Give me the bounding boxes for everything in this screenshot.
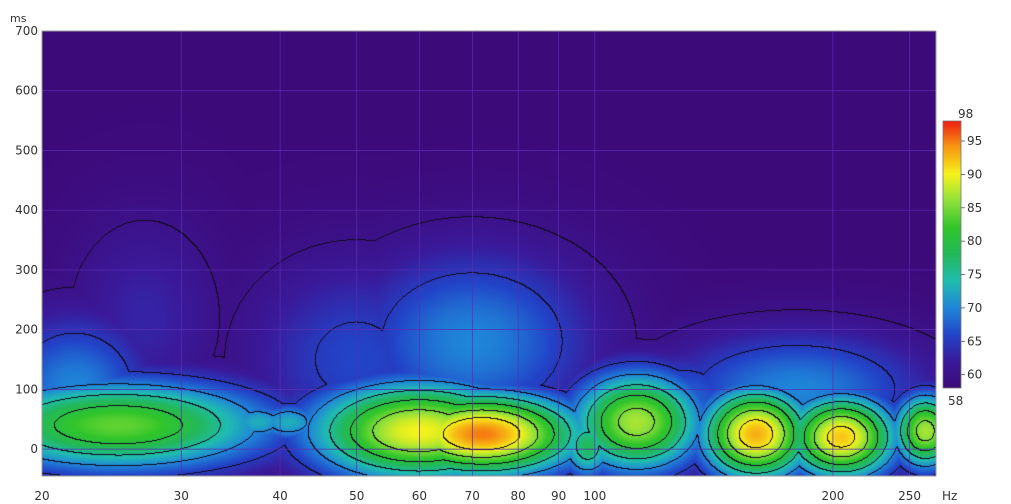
plot-border	[41, 30, 937, 477]
x-tick-label: 100	[583, 489, 606, 503]
grid-lines	[42, 31, 936, 476]
x-tick-label: 80	[511, 489, 526, 503]
colorbar-tick-label: 70	[967, 301, 982, 315]
x-tick-label: 40	[272, 489, 287, 503]
y-tick-label: 0	[30, 442, 38, 456]
colorbar-tick-label: 80	[967, 234, 982, 248]
y-tick-label: 700	[15, 24, 38, 38]
colorbar-min-label: 58	[948, 394, 963, 408]
colorbar-tick-label: 95	[967, 134, 982, 148]
colorbar-max-label: 98	[958, 107, 973, 121]
x-tick-label: 250	[898, 489, 921, 503]
x-unit-label: Hz	[942, 489, 957, 503]
colorbar-tick-label: 65	[967, 334, 982, 348]
x-tick-label: 20	[34, 489, 49, 503]
colorbar-gradient	[942, 120, 962, 389]
x-tick-label: 90	[551, 489, 566, 503]
x-tick-label: 200	[821, 489, 844, 503]
y-tick-label: 100	[15, 382, 38, 396]
colorbar-tick-label: 75	[967, 268, 982, 282]
plot-area	[41, 30, 937, 477]
x-tick-label: 50	[349, 489, 364, 503]
y-tick-label: 500	[15, 143, 38, 157]
y-tick-label: 200	[15, 323, 38, 337]
heatmap-image	[42, 31, 936, 476]
x-axis-ticks: 20 30 40 50 60 70 80 90 100 200 250	[34, 489, 921, 503]
y-tick-label: 300	[15, 263, 38, 277]
colorbar-tick-label: 60	[967, 368, 982, 382]
colorbar: 98 58 95 90 85 80 75 70 65 60	[942, 107, 982, 408]
x-tick-label: 30	[174, 489, 189, 503]
y-axis-ticks: 0 100 200 300 400 500 600 700	[15, 24, 38, 456]
x-tick-label: 60	[412, 489, 427, 503]
colorbar-ticks: 95 90 85 80 75 70 65 60	[961, 134, 982, 382]
y-tick-label: 600	[15, 84, 38, 98]
y-tick-label: 400	[15, 203, 38, 217]
y-unit-label: ms	[10, 12, 27, 25]
colorbar-tick-label: 85	[967, 201, 982, 215]
colorbar-tick-label: 90	[967, 167, 982, 181]
x-tick-label: 70	[465, 489, 480, 503]
